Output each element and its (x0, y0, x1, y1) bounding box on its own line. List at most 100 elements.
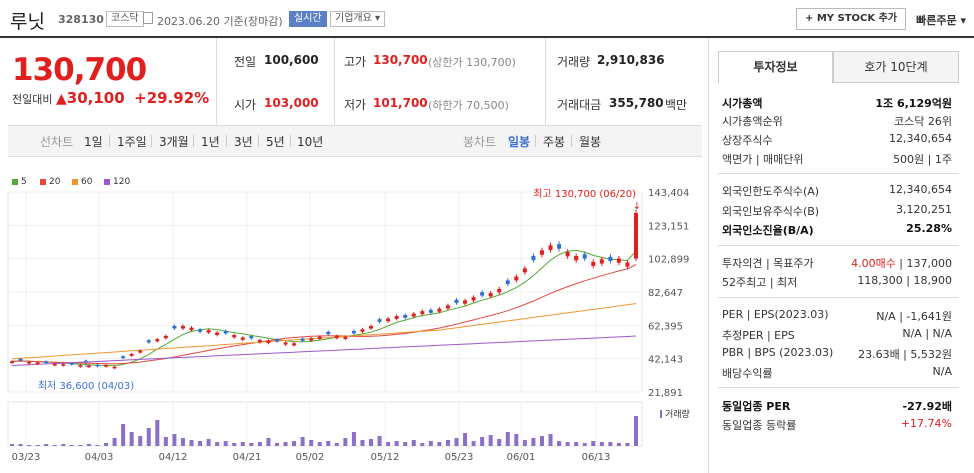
volume-bar (189, 440, 194, 446)
volume-bar (274, 443, 279, 446)
tab-candle-weekly[interactable]: 주봉 (543, 135, 566, 149)
volume-bar (488, 435, 493, 446)
stock-name: 루닛 (10, 11, 45, 33)
info-row-value: 4.00매수 | 137,000 (851, 257, 952, 270)
calendar-icon (143, 12, 153, 24)
tab-candle-daily[interactable]: 일봉 (508, 135, 531, 149)
volume-bar (369, 439, 374, 446)
info-row-value: N/A | -1,641원 (876, 310, 952, 323)
candle-body (283, 342, 288, 345)
volume-bar (129, 432, 134, 446)
x-tick-label: 04/12 (159, 452, 188, 463)
volume-bar (240, 442, 245, 446)
open-value: 103,000 (264, 96, 319, 110)
x-tick-label: 04/21 (233, 452, 262, 463)
prev-close-label: 전일 (234, 55, 257, 69)
info-row-value: 3,120,251 (896, 203, 952, 216)
candle-body (27, 361, 32, 364)
candle-body (232, 335, 237, 338)
y-tick-label: 143,404 (648, 188, 689, 199)
volume-bar (557, 441, 562, 446)
candle-body (317, 336, 322, 339)
info-row-label: 외국인보유주식수(B) (722, 205, 820, 218)
legend-swatch (72, 178, 78, 185)
tab-orderbook[interactable]: 호가 10단계 (833, 51, 959, 83)
add-mystock-button[interactable]: + MY STOCK 추가 (795, 8, 906, 30)
volume-legend-swatch (660, 410, 662, 418)
legend-swatch (40, 178, 46, 185)
ma5-line (11, 249, 637, 367)
tab-candle-chart[interactable]: 봉차트 (463, 135, 497, 149)
high-annotation: 최고 130,700 (06/20) (533, 188, 636, 200)
info-row-value: 25.28% (906, 222, 952, 235)
volume-value: 2,910,836 (597, 53, 665, 67)
volume-bar (582, 443, 587, 446)
volume-bar (531, 438, 536, 446)
candle-body (35, 362, 40, 365)
tab-period-1w[interactable]: 1주일 (117, 135, 147, 149)
volume-bar (591, 441, 596, 446)
price-chart[interactable]: 143,404 123,151 102,899 82,647 62,395 42,143 2… (0, 180, 704, 473)
volume-bar (437, 442, 442, 446)
volume-bar (172, 434, 177, 446)
candle-body (497, 288, 502, 293)
tab-period-3m[interactable]: 3개월 (159, 135, 189, 149)
low-annotation: 최저 36,600 (04/03) (38, 380, 134, 392)
info-row: 시가총액순위 코스닥 26위 (722, 113, 952, 129)
stock-header (0, 0, 974, 38)
candle-body (634, 212, 638, 259)
volume-bar (10, 444, 14, 446)
volume-bar (574, 442, 579, 446)
volume-bar (351, 432, 356, 446)
info-row: 투자의견 | 목표주가 4.00매수 | 137,000 (722, 255, 952, 271)
company-overview-dropdown[interactable]: 기업개요 ▾ (330, 11, 385, 27)
volume-bar (497, 439, 502, 446)
divider (718, 173, 959, 174)
candle-body (369, 325, 374, 329)
realtime-button[interactable]: 실시간 (289, 11, 327, 27)
candle-body (223, 331, 228, 334)
volume-bar (121, 424, 126, 446)
current-price: 130,700 (12, 52, 147, 88)
divider (226, 135, 227, 147)
info-row: 동일업종 PER -27.92배 (722, 398, 952, 414)
x-tick-label: 06/01 (507, 452, 536, 463)
volume-bar (428, 441, 433, 446)
tab-period-1d[interactable]: 1일 (84, 135, 103, 149)
tab-invest-info[interactable]: 투자정보 (718, 51, 833, 83)
tab-candle-monthly[interactable]: 월봉 (579, 135, 602, 149)
candle-body (86, 365, 91, 368)
volume-bar (539, 436, 544, 446)
candle-body (309, 338, 314, 341)
quick-order-button[interactable]: 빠른주문 ▾ (916, 14, 966, 27)
volume-bar (44, 444, 49, 446)
volume-label: 거래량 (557, 55, 591, 69)
candle-body (608, 256, 613, 261)
candle-body (403, 314, 408, 318)
tab-period-3y[interactable]: 3년 (234, 135, 253, 149)
divider (216, 38, 217, 125)
candle-body (266, 340, 271, 343)
tab-period-10y[interactable]: 10년 (297, 135, 324, 149)
info-row-value: N/A (932, 365, 952, 378)
volume-bar (61, 444, 66, 446)
divider (545, 38, 546, 125)
info-row-value: 코스닥 26위 (894, 115, 952, 128)
volume-bar (522, 440, 527, 446)
info-row: PER | EPS(2023.03) N/A | -1,641원 (722, 308, 952, 323)
info-row-value: 500원 | 1주 (893, 153, 952, 166)
info-row-label: 추정PER | EPS (722, 329, 795, 342)
tab-period-5y[interactable]: 5년 (266, 135, 285, 149)
tab-line-chart[interactable]: 선차트 (40, 135, 74, 149)
candle-body (61, 364, 66, 366)
volume-label: 거래량 (665, 408, 690, 420)
candle-body (10, 361, 14, 364)
candle-body (343, 336, 348, 339)
info-row-label: 52주최고 | 최저 (722, 276, 798, 289)
change-percent: +29.92% (134, 89, 210, 107)
candle-body (522, 268, 527, 273)
x-tick-label: 04/03 (85, 452, 114, 463)
candle-body (539, 250, 544, 255)
candle-body (531, 255, 536, 261)
tab-period-1y[interactable]: 1년 (201, 135, 220, 149)
